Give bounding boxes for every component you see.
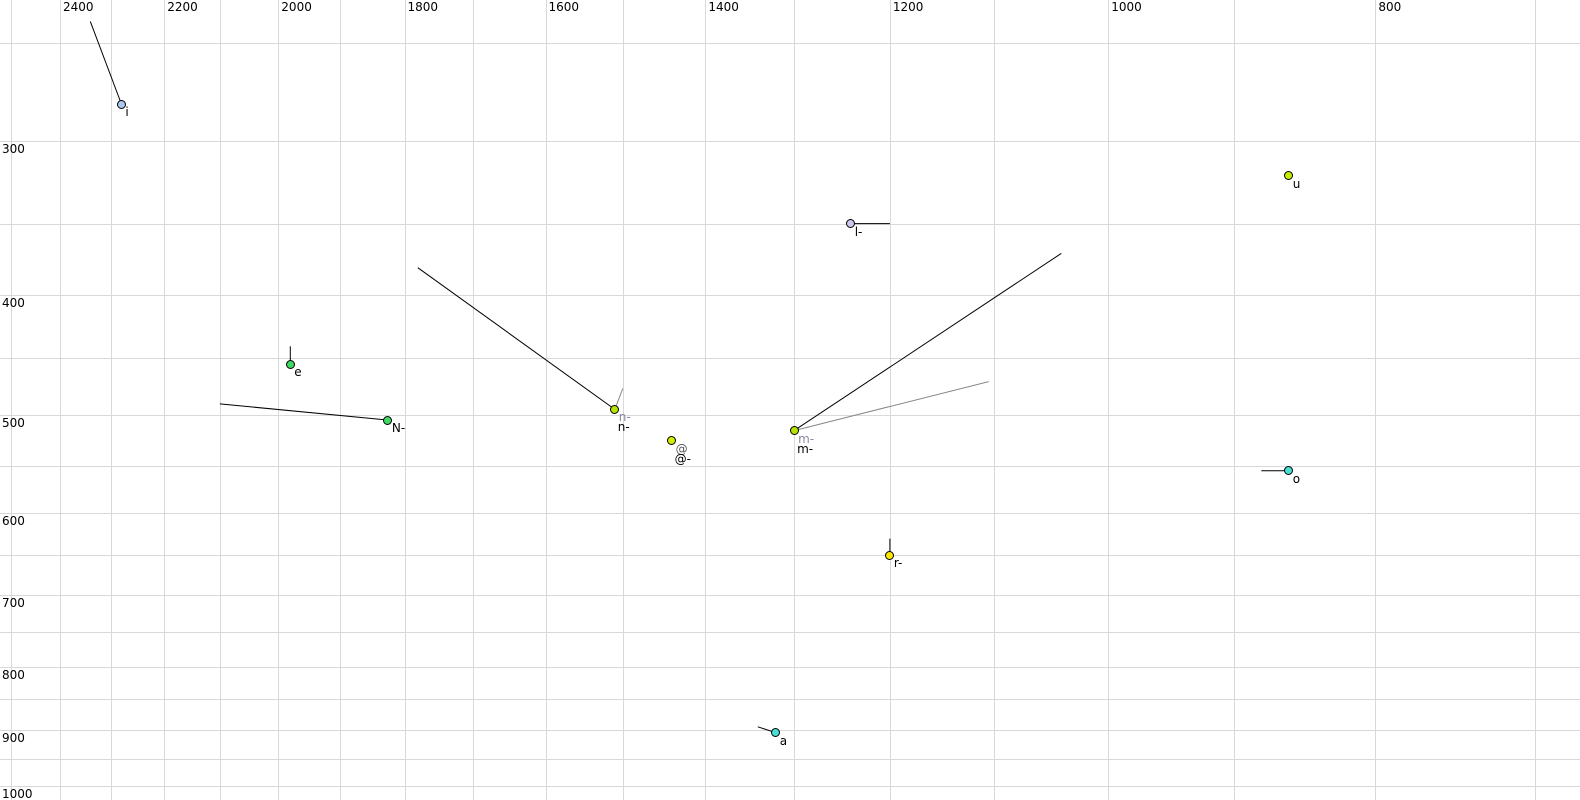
gridline-h-850 xyxy=(0,699,1580,701)
gridline-v-2200 xyxy=(164,0,166,800)
trajectory-line-n--0 xyxy=(417,267,616,410)
gridline-h-700 xyxy=(0,595,1580,597)
gridline-h-600 xyxy=(0,512,1580,514)
gridline-v-2400 xyxy=(60,0,61,800)
gridline-h-400 xyxy=(0,295,1580,297)
point-label-@-: @ xyxy=(675,441,688,456)
point-label-n--1: n- xyxy=(617,420,630,435)
point-label-@--1: @- xyxy=(674,451,691,466)
gridline-v-800 xyxy=(1375,0,1377,800)
gridline-h-350 xyxy=(0,223,1580,225)
data-point-n- xyxy=(610,404,620,414)
data-point-u xyxy=(1284,171,1294,181)
gridline-h-450 xyxy=(0,358,1580,360)
gridline-h-800 xyxy=(0,666,1580,668)
gridline-v-2100 xyxy=(219,0,221,800)
point-label-e: e xyxy=(294,365,302,380)
y-tick-label-900: 900 xyxy=(2,730,25,745)
y-tick-label-300: 300 xyxy=(2,142,25,156)
gridline-v-1600 xyxy=(545,0,547,800)
y-tick-label-400: 400 xyxy=(2,296,25,311)
y-tick-label-600: 600 xyxy=(2,513,25,528)
data-point-r- xyxy=(885,550,895,560)
gridline-h-900 xyxy=(0,729,1580,731)
data-point-a xyxy=(771,728,781,738)
y-tick-label-800: 800 xyxy=(2,667,25,682)
point-label-o: o xyxy=(1292,471,1301,486)
point-label-a: a xyxy=(779,733,788,748)
x-tick-label-2200: 2200 xyxy=(167,0,198,14)
gridline-v-2300 xyxy=(111,0,112,800)
y-tick-label-500: 500 xyxy=(2,415,25,430)
gridline-v-700 xyxy=(1535,0,1537,800)
data-point-N- xyxy=(383,415,393,425)
point-label-r-: r- xyxy=(893,556,903,571)
x-tick-label-1400: 1400 xyxy=(708,0,739,14)
x-tick-label-1800: 1800 xyxy=(407,0,439,14)
x-tick-label-1000: 1000 xyxy=(1111,0,1142,14)
x-tick-label-2400: 2400 xyxy=(63,0,94,14)
y-tick-label-700: 700 xyxy=(2,596,25,611)
gridline-v-1800 xyxy=(404,0,406,800)
data-point-o xyxy=(1284,466,1294,476)
trajectory-line-N--0 xyxy=(219,403,388,421)
gridline-v-1400 xyxy=(705,0,707,800)
gridline-v-2000 xyxy=(278,0,280,800)
gridline-v-1900 xyxy=(339,0,341,800)
gridline-h-550 xyxy=(0,465,1580,467)
gridline-h-500 xyxy=(0,414,1580,416)
gridline-v-1700 xyxy=(472,0,474,800)
gridline-h-650 xyxy=(0,555,1580,557)
point-label-N-: N- xyxy=(391,421,406,436)
gridline-h-1000 xyxy=(0,786,1580,788)
x-tick-label-800: 800 xyxy=(1378,0,1402,14)
x-tick-label-1600: 1600 xyxy=(548,0,580,14)
gridline-h-250 xyxy=(0,43,1580,45)
gridline-v-1500 xyxy=(622,0,624,800)
gridline-v-1200 xyxy=(889,0,891,800)
point-label-i: i xyxy=(125,105,129,119)
data-point-l- xyxy=(846,219,856,229)
data-point-i xyxy=(116,99,126,109)
gridline-v-1100 xyxy=(994,0,996,800)
data-point-@- xyxy=(667,436,677,446)
point-label-u: u xyxy=(1292,176,1301,191)
gridline-v-1300 xyxy=(794,0,796,800)
x-tick-label-2000: 2000 xyxy=(281,0,312,14)
trajectory-line-m--0 xyxy=(793,252,1062,432)
y-tick-label-1000: 1000 xyxy=(2,787,33,800)
trajectory-line-m--1 xyxy=(793,381,989,432)
gridline-h-950 xyxy=(0,758,1580,760)
data-point-m- xyxy=(789,426,799,436)
data-point-e xyxy=(285,359,295,369)
gridline-v-900 xyxy=(1234,0,1236,800)
point-label-n-: n- xyxy=(618,410,631,425)
trajectory-line-i-0 xyxy=(89,21,122,105)
gridline-h-300 xyxy=(0,141,1580,142)
x-tick-label-1200: 1200 xyxy=(892,0,924,14)
point-label-m-: m- xyxy=(798,431,815,446)
gridline-h-750 xyxy=(0,632,1580,634)
gridline-v-2500 xyxy=(11,0,13,800)
point-label-l-: l- xyxy=(854,224,863,239)
gridline-v-1000 xyxy=(1108,0,1110,800)
point-label-m--1: m- xyxy=(797,441,814,456)
